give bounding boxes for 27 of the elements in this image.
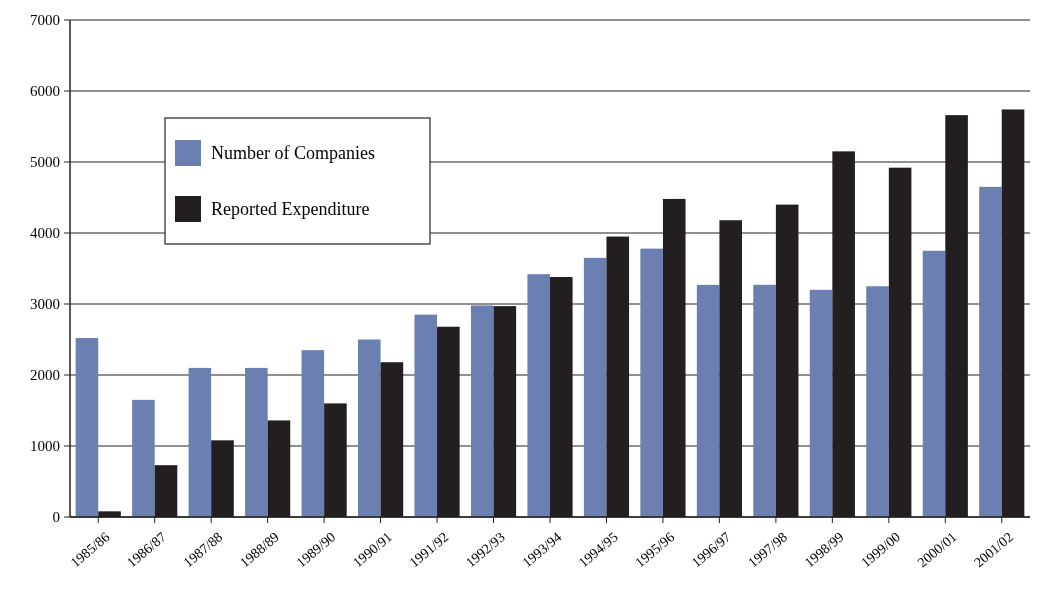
bar [527,274,550,517]
bar [640,248,663,517]
bar [301,350,325,517]
bar [922,250,946,517]
bar [414,314,438,517]
y-tick-label: 3000 [30,296,60,313]
bar [753,284,776,517]
y-tick-label: 4000 [30,225,60,242]
bar [358,339,381,517]
bar [132,399,155,517]
bar [188,367,212,517]
bar [809,289,833,517]
bar [696,284,720,517]
bar [245,367,268,517]
legend-label: Reported Expenditure [211,199,370,220]
legend-label: Number of Companies [211,143,375,164]
bar [583,257,607,517]
y-tick-label: 2000 [30,367,60,384]
bar [470,305,494,517]
bar [979,186,1002,517]
y-tick-label: 5000 [30,154,60,171]
y-tick-label: 6000 [30,83,60,100]
y-tick-label: 1000 [30,438,60,455]
bar [75,338,99,517]
bar [866,286,889,517]
y-tick-label: 0 [52,509,60,526]
y-tick-label: 7000 [30,12,60,29]
